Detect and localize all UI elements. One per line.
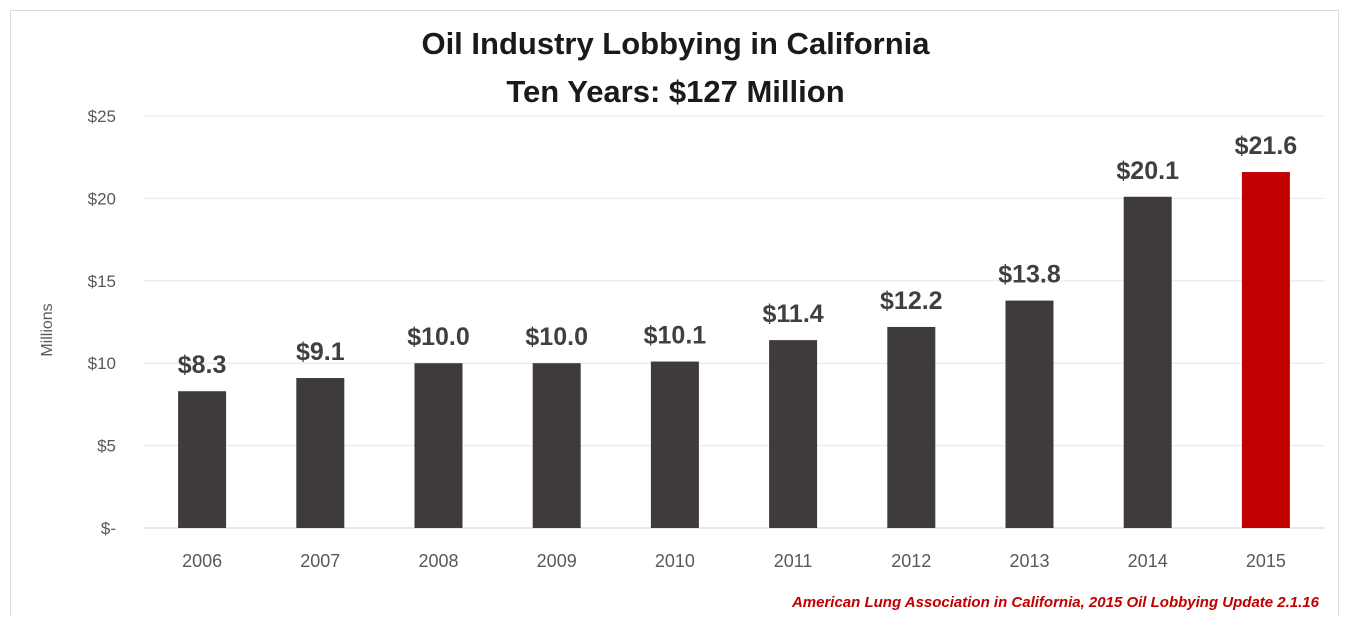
y-tick-label: $5	[97, 437, 116, 456]
x-axis-ticks: 2006 2007 2008 2009 2010 2011 2012 2013 2014 2015	[182, 551, 1286, 571]
bar-2006	[178, 391, 227, 528]
x-tick-label-2006: 2006	[182, 551, 222, 571]
bars	[178, 172, 1290, 529]
data-labels: $8.3 $9.1 $10.0 $10.0 $10.1 $11.4 $12.2 $13.8 $2…	[178, 132, 1297, 379]
bar-2010	[650, 361, 699, 528]
bar-2009	[532, 363, 581, 528]
x-tick-label-2014: 2014	[1128, 551, 1168, 571]
x-tick-label-2011: 2011	[774, 551, 813, 571]
x-tick-label-2010: 2010	[655, 551, 695, 571]
y-tick-label: $20	[88, 189, 116, 208]
data-label-2015: $21.6	[1235, 132, 1298, 160]
chart-frame	[10, 10, 1339, 616]
x-tick-label-2012: 2012	[891, 551, 931, 571]
data-label-2010: $10.1	[644, 322, 707, 350]
chart-subtitle: Ten Years: $127 Million	[506, 74, 845, 109]
data-label-2008: $10.0	[407, 323, 470, 351]
data-label-2013: $13.8	[998, 261, 1061, 289]
x-tick-label-2009: 2009	[537, 551, 577, 571]
bar-2012	[887, 326, 936, 528]
bar-2013	[1005, 300, 1054, 528]
bar-2008	[414, 363, 463, 528]
bar-2011	[769, 340, 818, 528]
x-tick-label-2013: 2013	[1009, 551, 1049, 571]
data-label-2007: $9.1	[296, 338, 345, 366]
x-tick-label-2015: 2015	[1246, 551, 1286, 571]
data-label-2014: $20.1	[1116, 157, 1179, 185]
bar-2014	[1123, 196, 1172, 528]
y-tick-label: $10	[88, 354, 116, 373]
y-tick-label: $-	[101, 519, 116, 538]
data-label-2011: $11.4	[763, 300, 824, 328]
data-label-2009: $10.0	[525, 323, 588, 351]
y-axis-label: Millions	[39, 303, 56, 356]
y-tick-label: $25	[88, 107, 116, 126]
x-tick-label-2007: 2007	[300, 551, 340, 571]
bar-2007	[296, 378, 345, 528]
data-label-2006: $8.3	[178, 351, 227, 379]
y-axis-ticks: $- $5 $10 $15 $20 $25	[88, 107, 116, 538]
source-note: American Lung Association in California,…	[791, 594, 1319, 611]
data-label-2012: $12.2	[880, 287, 943, 315]
x-tick-label-2008: 2008	[418, 551, 458, 571]
y-tick-label: $15	[88, 272, 116, 291]
chart-title: Oil Industry Lobbying in California	[421, 26, 930, 61]
bar-2015	[1241, 172, 1290, 529]
